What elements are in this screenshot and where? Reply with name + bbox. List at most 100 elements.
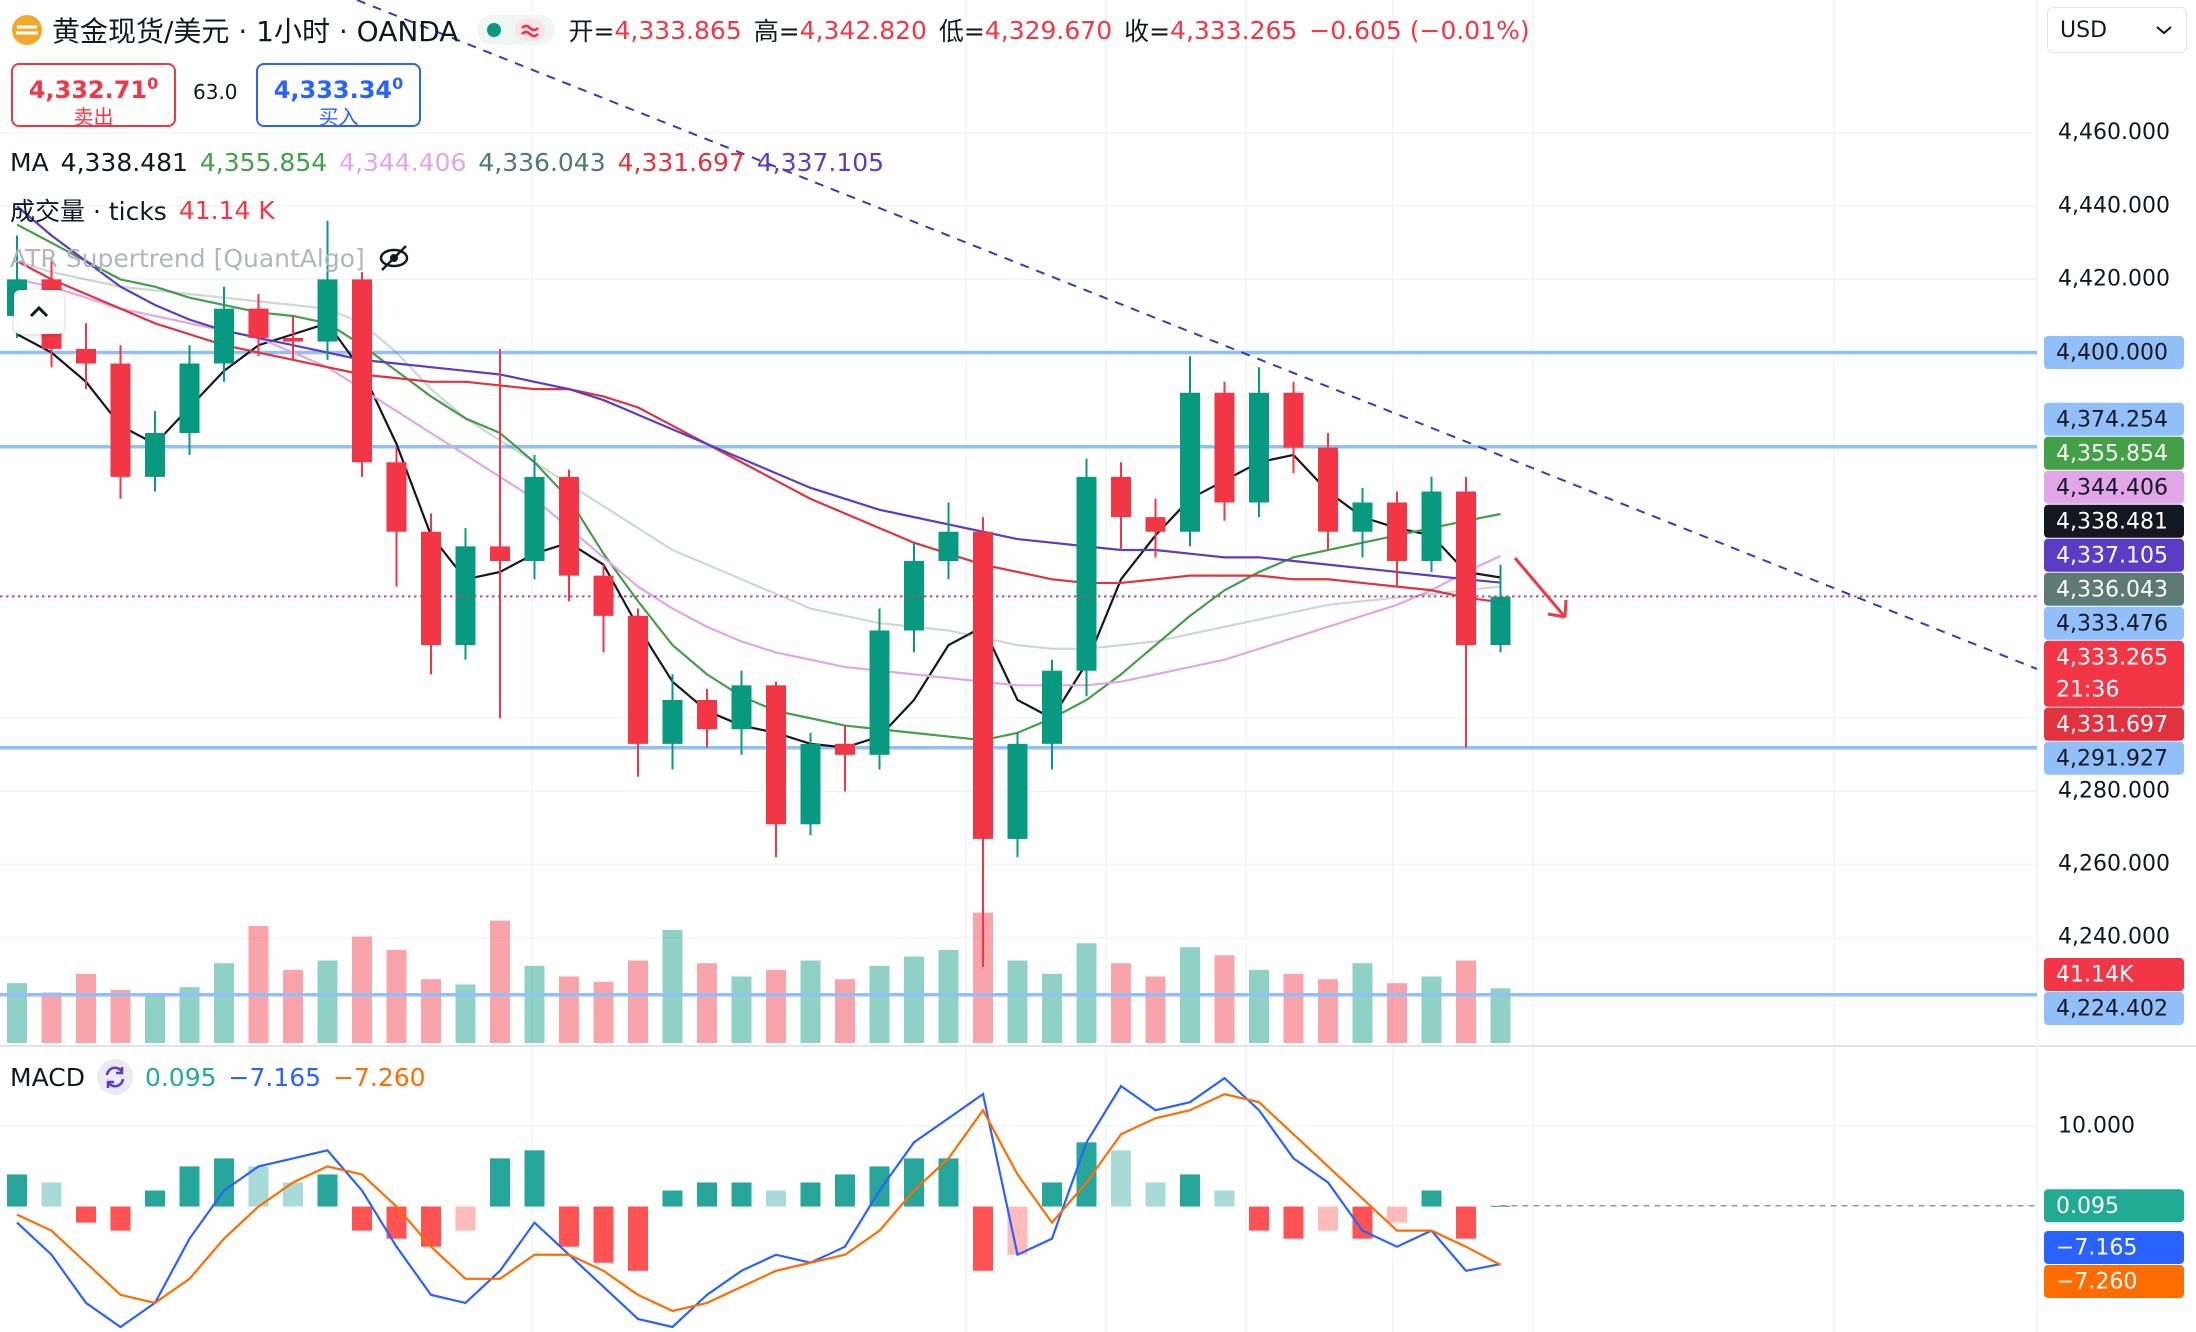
candle-body (386, 462, 407, 532)
volume-bar (1421, 976, 1442, 1043)
candle-body (628, 615, 648, 744)
candle-body (1352, 502, 1373, 532)
candle-body (283, 337, 303, 342)
vertical-grid (531, 0, 1835, 1332)
buy-price-sup: 0 (392, 74, 404, 93)
y-tick-label: 4,260.000 (2058, 852, 2170, 877)
price-badge (2044, 958, 2184, 992)
volume-bar (41, 992, 62, 1043)
candle-body (317, 279, 338, 342)
macd-histogram (662, 1190, 683, 1207)
volume-bar (1318, 979, 1338, 1043)
volume-bar (973, 912, 993, 1043)
volume-bar (145, 996, 165, 1043)
volume-bar (835, 979, 855, 1043)
currency: USD (2060, 17, 2108, 43)
supertrend-legend: ATR Supertrend [QuantAlgo] (10, 240, 411, 276)
y-tick-label: 4,280.000 (2058, 778, 2170, 803)
price-badge-label: 4,291.927 (2056, 746, 2168, 771)
supertrend-label: ATR Supertrend [QuantAlgo] (10, 243, 365, 273)
collapse-button[interactable] (14, 290, 64, 334)
macd-histogram (938, 1158, 959, 1207)
y-tick-label: 4,440.000 (2058, 193, 2170, 218)
change: −0.605 (−0.01%) (1309, 15, 1530, 45)
candle-body (352, 279, 372, 463)
candle-body (490, 546, 510, 561)
volume-bar (1214, 955, 1235, 1043)
macd-legend: MACD 0.095 −7.165 −7.260 (10, 1059, 426, 1095)
buy-button[interactable]: 4,333.340 买入 (256, 63, 421, 129)
candle-body (214, 308, 234, 364)
candle-body (421, 531, 441, 646)
macd-histogram (1318, 1206, 1338, 1231)
price-badge (2044, 572, 2184, 606)
candle-body (559, 476, 579, 576)
ma-value: 4,355.854 (199, 147, 328, 177)
hidden-icon[interactable] (377, 243, 411, 273)
price-badge (2044, 640, 2184, 707)
ma-line (16, 278, 1501, 687)
macd-histogram (973, 1206, 993, 1271)
candle-body (1421, 491, 1442, 561)
macd-histogram (145, 1190, 165, 1207)
volume-bar (869, 965, 890, 1043)
buy-price: 4,333.34 (273, 76, 393, 104)
candle-body (1214, 392, 1235, 503)
ohlc-label: 高= (753, 17, 800, 46)
candle-body (1007, 743, 1028, 839)
volume-bar (110, 989, 131, 1043)
candle-body (1042, 670, 1062, 744)
macd-icon[interactable] (96, 1059, 133, 1095)
candle-body (938, 531, 959, 561)
candle-body (145, 432, 165, 477)
candle-body (524, 476, 545, 561)
price-badge-label: 0.095 (2056, 1194, 2119, 1219)
candle-body (731, 685, 752, 730)
macd-histogram (7, 1174, 27, 1207)
price-badge (2044, 504, 2184, 538)
price-badge-countdown: 21:36 (2056, 677, 2119, 702)
price-badge-label: 4,336.043 (2056, 577, 2168, 602)
ma-line (16, 260, 1501, 604)
ma-line (16, 260, 1501, 650)
price-badge-label: −7.165 (2056, 1235, 2137, 1260)
y-tick-label: 4,420.000 (2058, 266, 2170, 291)
ohlc-value: 4,333.865 (614, 15, 742, 45)
macd-histogram (731, 1182, 752, 1207)
ma-line (16, 223, 1501, 742)
macd-histogram (766, 1190, 786, 1207)
volume-bar (1456, 960, 1476, 1043)
macd-histogram (352, 1206, 372, 1231)
volume-value: 41.14 K (178, 195, 275, 225)
price-badge-label: 4,333.265 (2056, 645, 2168, 670)
macd-histogram (1456, 1206, 1476, 1239)
sell-price-sup: 0 (147, 74, 159, 93)
macd-histogram (490, 1158, 510, 1207)
volume-label: 成交量 · ticks (10, 197, 167, 226)
candle-body (1076, 476, 1097, 671)
y-tick-label: 4,460.000 (2058, 120, 2170, 145)
macd-histogram (1283, 1206, 1304, 1239)
macd-histogram (1249, 1206, 1269, 1231)
macd-histogram (1387, 1206, 1407, 1223)
sell-button[interactable]: 4,332.710 卖出 (11, 63, 176, 129)
candle-body (869, 630, 890, 755)
price-badge-label: 4,224.402 (2056, 997, 2168, 1022)
volume-bar (800, 960, 821, 1043)
macd-histogram (904, 1158, 924, 1207)
price-badge (2044, 336, 2184, 370)
currency-select[interactable]: USD (2047, 7, 2187, 53)
volume-bar (628, 960, 648, 1043)
candle-body (1249, 392, 1269, 503)
volume-bar (904, 956, 924, 1043)
arrow (1513, 557, 1568, 619)
ma-value: 4,338.481 (60, 147, 188, 177)
buy-label: 买入 (318, 105, 359, 129)
macd-histogram (386, 1206, 407, 1239)
price-badge (2044, 606, 2184, 640)
price-badge (2044, 402, 2184, 436)
symbol-icon (12, 15, 42, 45)
volume-bar (490, 920, 510, 1043)
